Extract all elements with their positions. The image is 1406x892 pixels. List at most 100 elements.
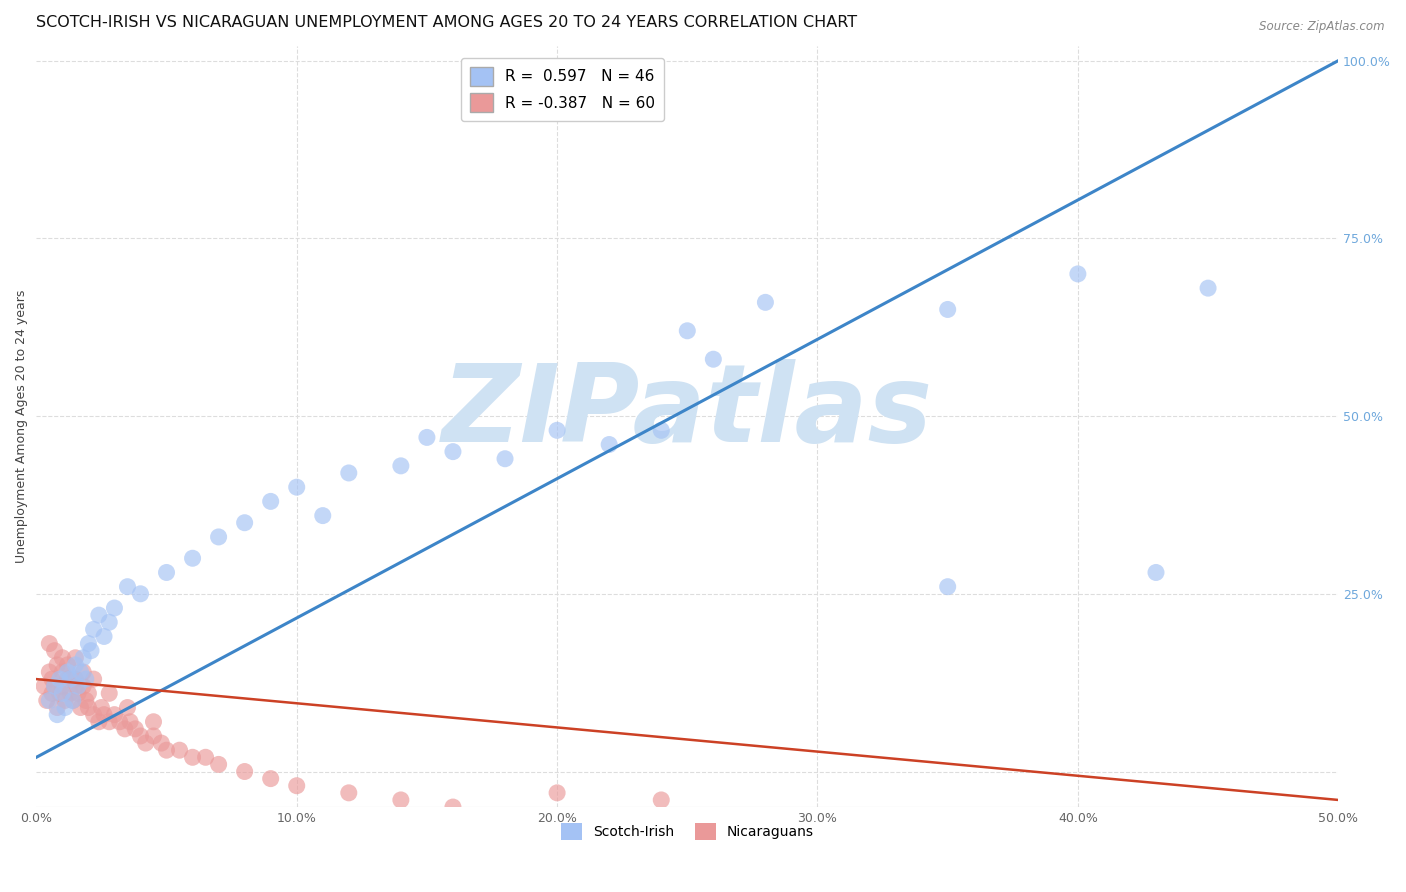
Point [56, 665, 79, 679]
Text: ZIPatlas: ZIPatlas [441, 359, 932, 465]
Point [936, 580, 959, 594]
Point [416, 430, 439, 444]
Point [260, 494, 283, 508]
Text: SCOTCH-IRISH VS NICARAGUAN UNEMPLOYMENT AMONG AGES 20 TO 24 YEARS CORRELATION CH: SCOTCH-IRISH VS NICARAGUAN UNEMPLOYMENT … [37, 15, 858, 30]
Point [124, 722, 146, 736]
Point [66, 679, 89, 693]
Point [87, 714, 110, 729]
Point [103, 707, 125, 722]
Point [90, 700, 112, 714]
Y-axis label: Unemployment Among Ages 20 to 24 years: Unemployment Among Ages 20 to 24 years [15, 290, 28, 564]
Point [233, 764, 256, 779]
Point [51, 679, 73, 693]
Point [59, 672, 82, 686]
Point [49, 686, 72, 700]
Point [207, 530, 229, 544]
Point [51, 686, 73, 700]
Point [98, 615, 121, 630]
Point [98, 714, 121, 729]
Point [676, 324, 699, 338]
Point [441, 800, 464, 814]
Point [93, 707, 115, 722]
Point [41, 686, 63, 700]
Point [207, 757, 229, 772]
Point [117, 580, 139, 594]
Point [103, 601, 125, 615]
Point [337, 466, 360, 480]
Point [1144, 566, 1167, 580]
Point [46, 707, 69, 722]
Point [155, 566, 177, 580]
Point [702, 352, 724, 367]
Point [65, 657, 87, 672]
Point [65, 679, 87, 693]
Text: Source: ZipAtlas.com: Source: ZipAtlas.com [1260, 20, 1385, 33]
Point [194, 750, 217, 764]
Point [56, 672, 79, 686]
Point [181, 750, 204, 764]
Point [44, 679, 66, 693]
Point [77, 636, 100, 650]
Point [66, 686, 89, 700]
Point [312, 508, 335, 523]
Point [598, 437, 620, 451]
Point [441, 444, 464, 458]
Point [62, 693, 84, 707]
Point [754, 295, 776, 310]
Point [98, 686, 121, 700]
Point [546, 423, 568, 437]
Point [150, 736, 173, 750]
Point [38, 636, 60, 650]
Point [46, 700, 69, 714]
Point [142, 729, 165, 743]
Point [44, 643, 66, 657]
Point [83, 672, 105, 686]
Point [1067, 267, 1090, 281]
Point [129, 587, 152, 601]
Point [77, 686, 100, 700]
Point [135, 736, 157, 750]
Point [72, 650, 94, 665]
Point [65, 650, 87, 665]
Point [120, 714, 142, 729]
Point [53, 693, 76, 707]
Point [69, 700, 91, 714]
Point [1197, 281, 1219, 295]
Point [62, 693, 84, 707]
Point [83, 707, 105, 722]
Point [32, 679, 55, 693]
Point [41, 672, 63, 686]
Point [75, 672, 97, 686]
Point [494, 451, 516, 466]
Point [46, 657, 69, 672]
Point [72, 679, 94, 693]
Point [59, 686, 82, 700]
Point [38, 665, 60, 679]
Point [83, 623, 105, 637]
Point [35, 693, 58, 707]
Point [53, 700, 76, 714]
Point [93, 630, 115, 644]
Point [936, 302, 959, 317]
Point [285, 480, 308, 494]
Point [233, 516, 256, 530]
Point [546, 786, 568, 800]
Point [389, 793, 412, 807]
Point [87, 608, 110, 623]
Point [650, 423, 672, 437]
Point [337, 786, 360, 800]
Point [389, 458, 412, 473]
Point [77, 700, 100, 714]
Point [44, 679, 66, 693]
Point [650, 793, 672, 807]
Point [114, 722, 136, 736]
Point [129, 729, 152, 743]
Point [49, 672, 72, 686]
Point [72, 665, 94, 679]
Point [51, 650, 73, 665]
Point [75, 693, 97, 707]
Point [155, 743, 177, 757]
Point [69, 665, 91, 679]
Point [117, 700, 139, 714]
Point [285, 779, 308, 793]
